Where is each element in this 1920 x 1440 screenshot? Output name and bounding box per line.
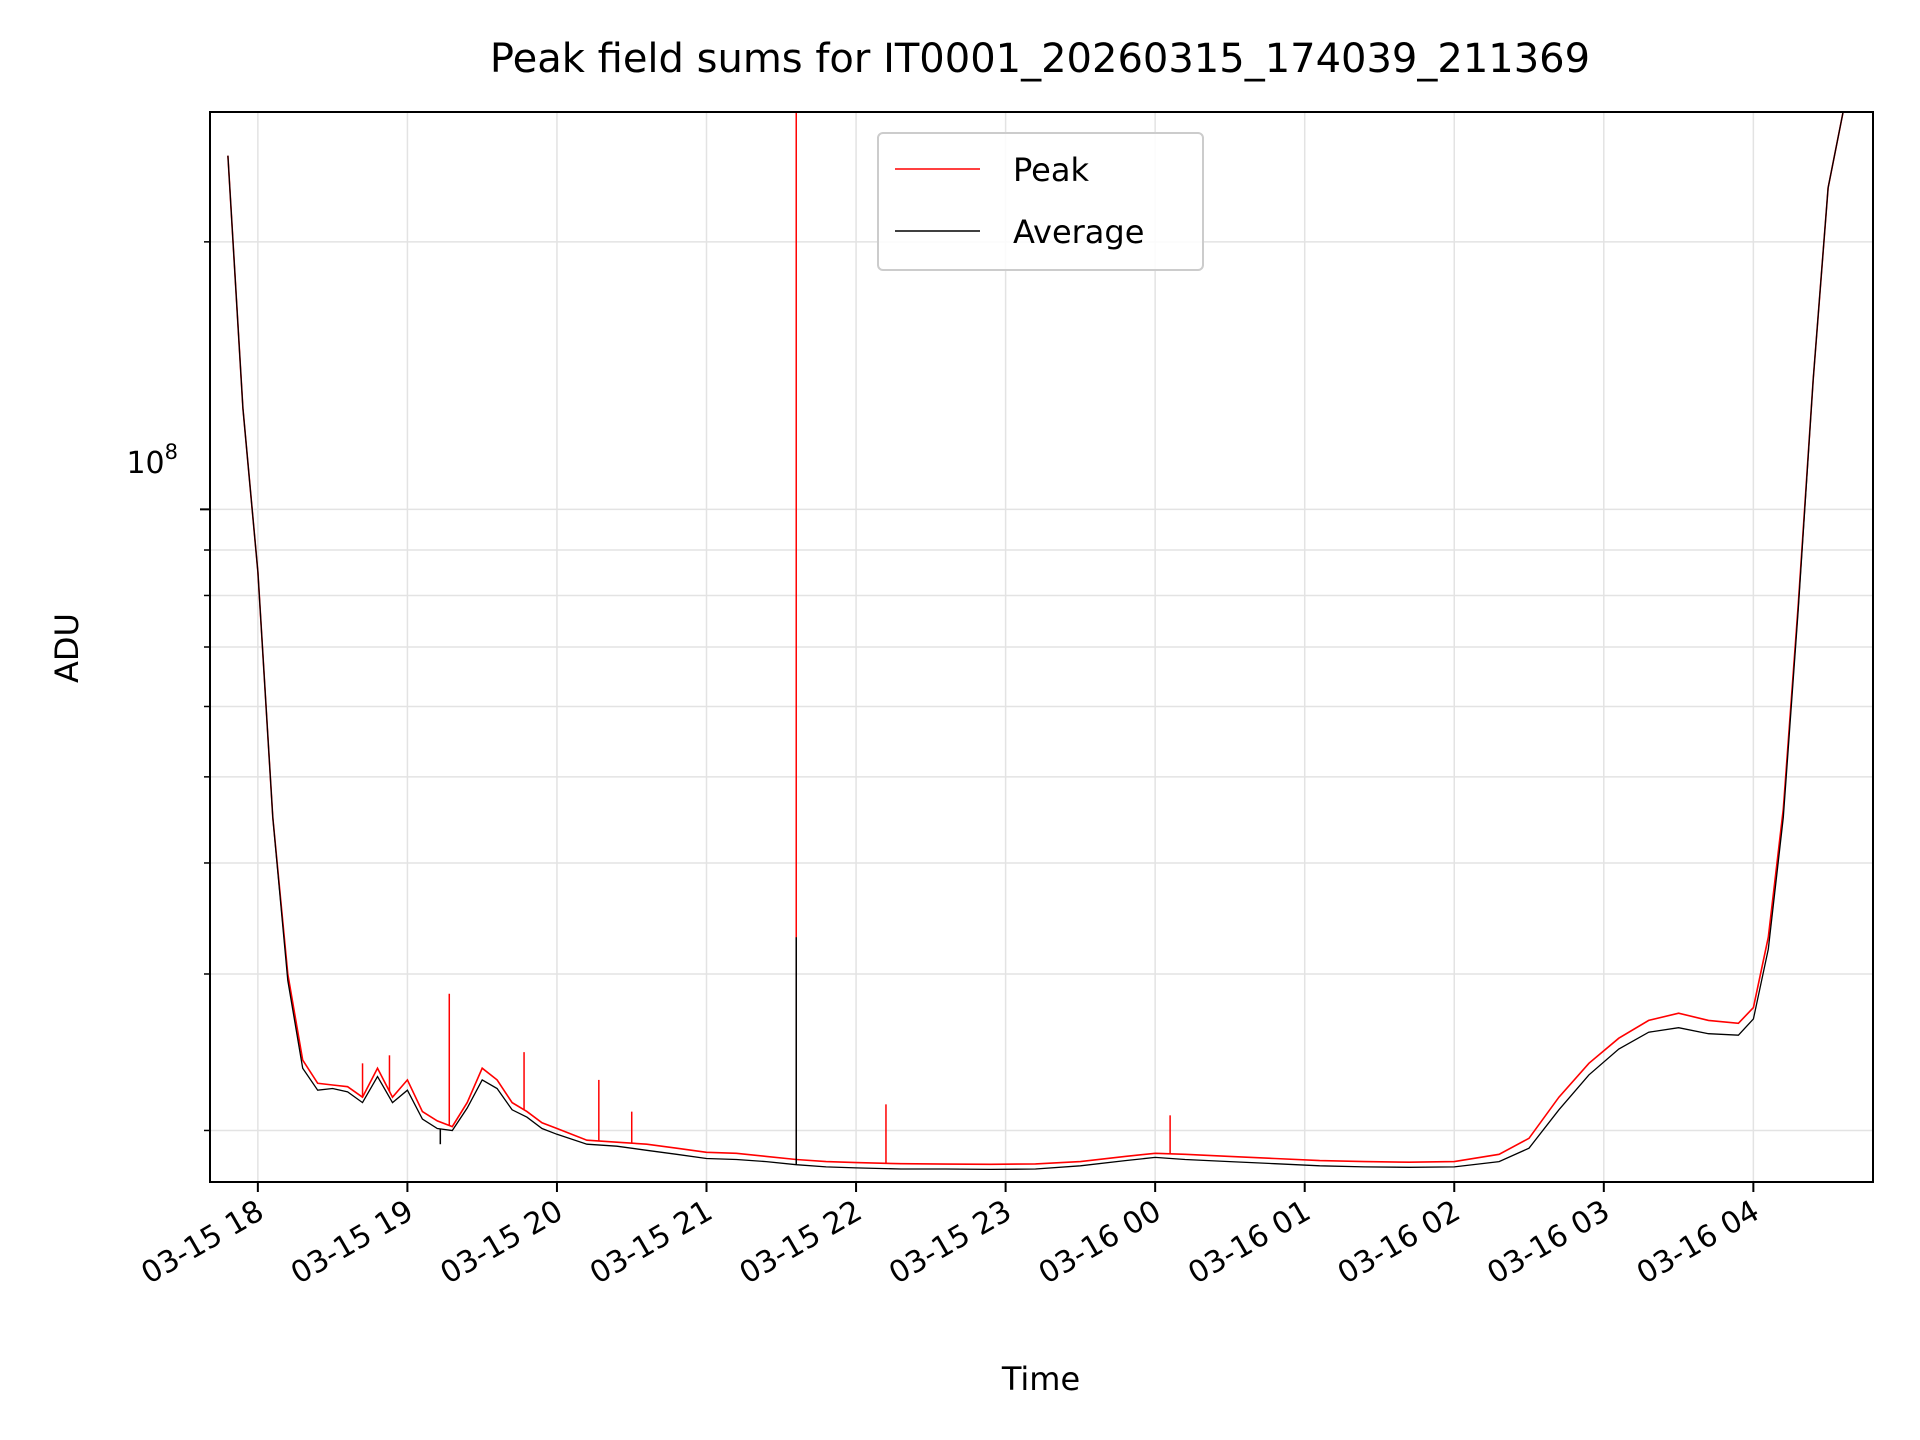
y-tick-label-base: 10 xyxy=(126,446,164,481)
legend: Peak Average xyxy=(877,132,1204,271)
series-group xyxy=(227,112,1845,1171)
x-axis-label: Time xyxy=(1001,1360,1080,1398)
y-axis-label: ADU xyxy=(48,613,86,683)
chart-title: Peak field sums for IT0001_20260315_1740… xyxy=(490,36,1590,82)
grid xyxy=(210,112,1873,1182)
legend-label-average: Average xyxy=(1013,213,1144,251)
legend-box xyxy=(877,132,1204,271)
series-line-average xyxy=(227,112,1844,1171)
y-tick-label-exponent: 8 xyxy=(165,440,178,464)
series-line-peak xyxy=(227,112,1845,1166)
series-layer xyxy=(227,112,1845,1171)
legend-label-peak: Peak xyxy=(1013,151,1089,189)
y-tick-label-major: 108 xyxy=(126,440,178,481)
